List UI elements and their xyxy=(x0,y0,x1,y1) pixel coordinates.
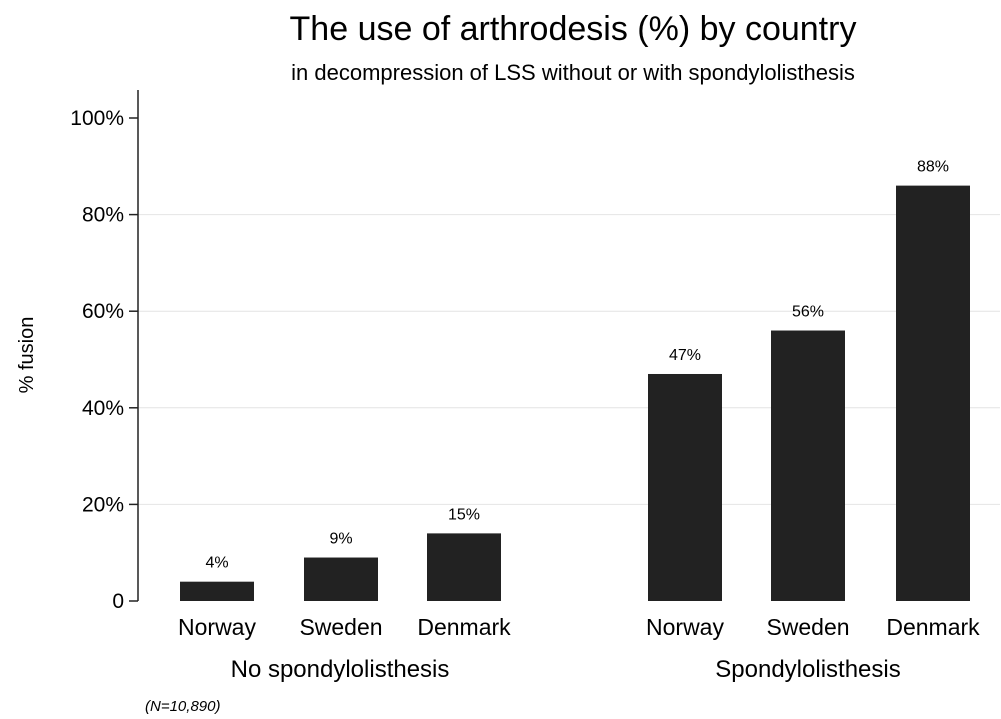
x-tick-label: Norway xyxy=(646,614,724,640)
y-tick-label: 0 xyxy=(112,590,124,613)
y-tick-label: 40% xyxy=(82,397,124,420)
data-label: 47% xyxy=(669,347,701,364)
bar xyxy=(771,330,845,601)
data-label: 15% xyxy=(448,506,480,523)
bar xyxy=(896,185,970,601)
y-tick-label: 80% xyxy=(82,204,124,227)
sample-size-note: (N=10,890) xyxy=(145,698,220,715)
y-axis-label: % fusion xyxy=(16,317,38,394)
x-tick-label: Sweden xyxy=(766,614,849,640)
bar xyxy=(180,581,254,601)
x-tick-label: Denmark xyxy=(417,614,511,640)
chart-title: The use of arthrodesis (%) by country xyxy=(290,10,857,48)
chart-subtitle: in decompression of LSS without or with … xyxy=(291,60,855,85)
x-axis-labels: Norway Sweden Denmark No spondylolisthesis N… xyxy=(178,614,980,683)
group-label: Spondylolisthesis xyxy=(715,656,900,683)
bar xyxy=(648,373,722,601)
bars: 4% 9% 15% 47% 56% 88% xyxy=(180,159,970,601)
data-label: 9% xyxy=(329,531,352,548)
y-axis: 0 20% 40% 60% 80% 100% xyxy=(70,90,139,613)
x-tick-label: Sweden xyxy=(299,614,382,640)
bar xyxy=(427,533,501,601)
group-label: No spondylolisthesis xyxy=(231,656,450,683)
y-tick-label: 100% xyxy=(70,107,124,130)
data-label: 56% xyxy=(792,304,824,321)
y-tick-label: 20% xyxy=(82,493,124,516)
data-label: 4% xyxy=(205,555,228,572)
bar xyxy=(304,557,378,601)
x-tick-label: Denmark xyxy=(886,614,980,640)
gridlines xyxy=(138,214,1000,505)
data-label: 88% xyxy=(917,159,949,176)
y-tick-label: 60% xyxy=(82,300,124,323)
x-tick-label: Norway xyxy=(178,614,256,640)
